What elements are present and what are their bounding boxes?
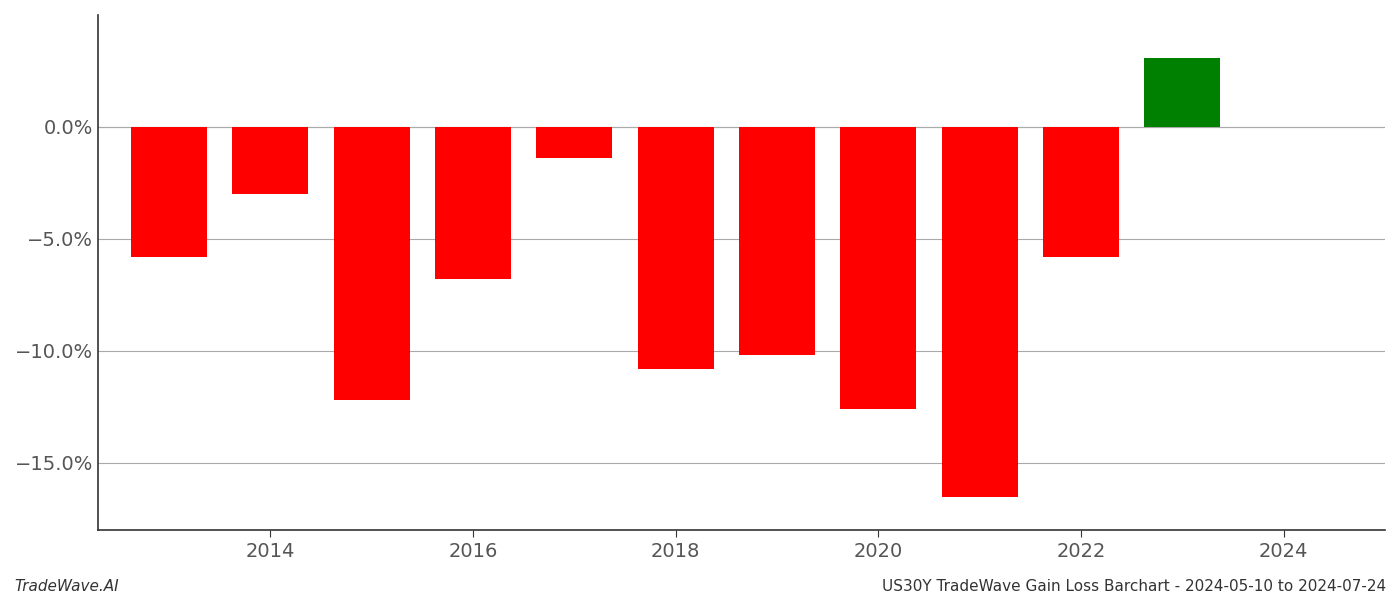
Bar [638,127,714,369]
Bar [232,127,308,194]
Bar [739,127,815,355]
Bar [536,127,612,158]
Bar [435,127,511,280]
Text: US30Y TradeWave Gain Loss Barchart - 2024-05-10 to 2024-07-24: US30Y TradeWave Gain Loss Barchart - 202… [882,579,1386,594]
Text: TradeWave.AI: TradeWave.AI [14,579,119,594]
Bar [1043,127,1119,257]
Bar [1144,58,1221,127]
Bar [840,127,917,409]
Bar [333,127,410,400]
Bar [942,127,1018,497]
Bar [132,127,207,257]
